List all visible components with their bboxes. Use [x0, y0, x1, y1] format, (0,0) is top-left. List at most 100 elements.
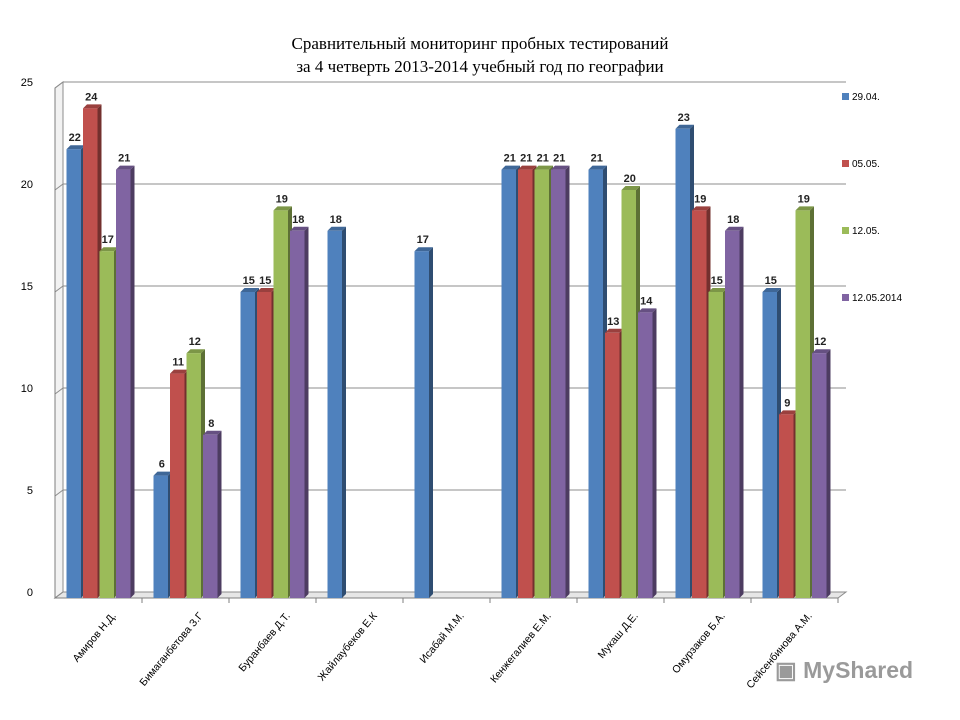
legend-label: 12.05.	[852, 226, 880, 237]
gridline-depth	[54, 489, 64, 497]
bar	[186, 353, 201, 598]
data-label: 21	[553, 153, 565, 165]
bar-top	[257, 288, 276, 292]
bar	[273, 210, 288, 598]
bar	[675, 128, 690, 599]
bar-top	[692, 206, 711, 211]
bar	[170, 373, 185, 598]
bar	[257, 292, 272, 598]
bar	[762, 292, 777, 598]
data-label: 21	[591, 153, 603, 165]
watermark: ▣ MyShared	[775, 657, 913, 684]
gridline-depth	[54, 285, 64, 293]
data-label: 19	[694, 193, 706, 205]
legend-label: 29.04.	[852, 92, 880, 103]
bar-top	[153, 471, 172, 476]
bar-top	[414, 247, 433, 252]
gridline-depth	[54, 591, 64, 599]
axis-wall-left	[54, 81, 64, 599]
bar	[66, 149, 81, 598]
bar	[779, 414, 794, 598]
bar-top	[518, 165, 537, 170]
bar	[203, 434, 218, 598]
bar-top	[621, 186, 640, 190]
bar-top	[779, 410, 798, 415]
x-tick-label: Жайлаубеков Е.К	[316, 610, 381, 684]
bar-top	[66, 145, 85, 150]
bar-side	[565, 165, 570, 598]
gridline-depth	[54, 183, 64, 191]
data-label: 19	[798, 193, 810, 205]
chart-subtitle: за 4 четверть 2013-2014 учебный год по г…	[296, 57, 664, 76]
bar	[534, 169, 549, 598]
data-label: 20	[624, 173, 636, 185]
watermark-text: MyShared	[803, 657, 914, 683]
bar-top	[240, 288, 259, 292]
bar	[414, 251, 429, 598]
x-tick-label: Бимаганбетова З.Г	[137, 610, 206, 689]
bar-side	[130, 165, 135, 598]
bar-top	[327, 226, 346, 231]
data-label: 21	[537, 153, 549, 165]
x-tick-label: Амиров Н.Д.	[71, 610, 119, 664]
data-label: 17	[417, 234, 429, 246]
x-tick-label: Исабай М.М.	[418, 610, 467, 665]
bar	[501, 169, 516, 598]
data-label: 11	[172, 357, 184, 369]
data-label: 21	[520, 153, 532, 165]
bar-top	[116, 165, 135, 170]
bar-top	[762, 288, 781, 292]
data-label: 12	[814, 336, 826, 348]
bar-top	[273, 206, 292, 211]
y-tick-label: 0	[27, 587, 33, 599]
data-label: 17	[102, 234, 114, 246]
bar	[290, 230, 305, 599]
bar	[638, 312, 653, 598]
bar	[240, 292, 255, 598]
legend-swatch	[842, 160, 849, 167]
bar-top	[186, 349, 205, 354]
bar	[812, 353, 827, 598]
presentation-board-icon: ▣	[775, 657, 797, 683]
data-label: 12	[189, 336, 201, 348]
bar-top	[551, 165, 570, 170]
bar-top	[795, 206, 814, 211]
bar	[518, 169, 533, 598]
bar-top	[708, 288, 727, 292]
data-label: 18	[292, 214, 304, 226]
legend-swatch	[842, 227, 849, 234]
y-tick-label: 25	[21, 77, 33, 89]
bar	[605, 332, 620, 598]
data-label: 18	[727, 214, 739, 226]
gridline-depth	[54, 81, 64, 89]
data-label: 15	[259, 275, 271, 287]
gridline-depth	[54, 387, 64, 395]
data-label: 8	[208, 418, 214, 430]
bar-top	[812, 349, 831, 354]
x-tick-label: Мукаш Д.Е.	[596, 610, 641, 661]
bar-top	[290, 226, 309, 231]
data-label: 18	[330, 214, 342, 226]
y-tick-label: 20	[21, 179, 33, 191]
bar	[708, 292, 723, 598]
bar	[795, 210, 810, 598]
x-tick-label: Буранбаев Д.Т.	[236, 610, 292, 674]
bar-top	[605, 328, 624, 333]
bar-top	[588, 165, 607, 170]
data-label: 15	[711, 275, 723, 287]
bar-top	[83, 104, 102, 109]
y-tick-label: 5	[27, 485, 33, 497]
legend-label: 12.05.2014	[852, 293, 902, 304]
data-label: 23	[678, 112, 690, 124]
bar-top	[170, 369, 189, 374]
bar-side	[739, 226, 744, 599]
bar-side	[429, 247, 433, 598]
data-label: 15	[765, 275, 777, 287]
data-label: 9	[784, 397, 790, 409]
data-label: 21	[504, 153, 516, 165]
bar-side	[217, 430, 222, 598]
x-tick-label: Кенжегалиев Е.М.	[488, 610, 554, 685]
data-label: 6	[159, 459, 165, 471]
bar	[621, 190, 636, 598]
